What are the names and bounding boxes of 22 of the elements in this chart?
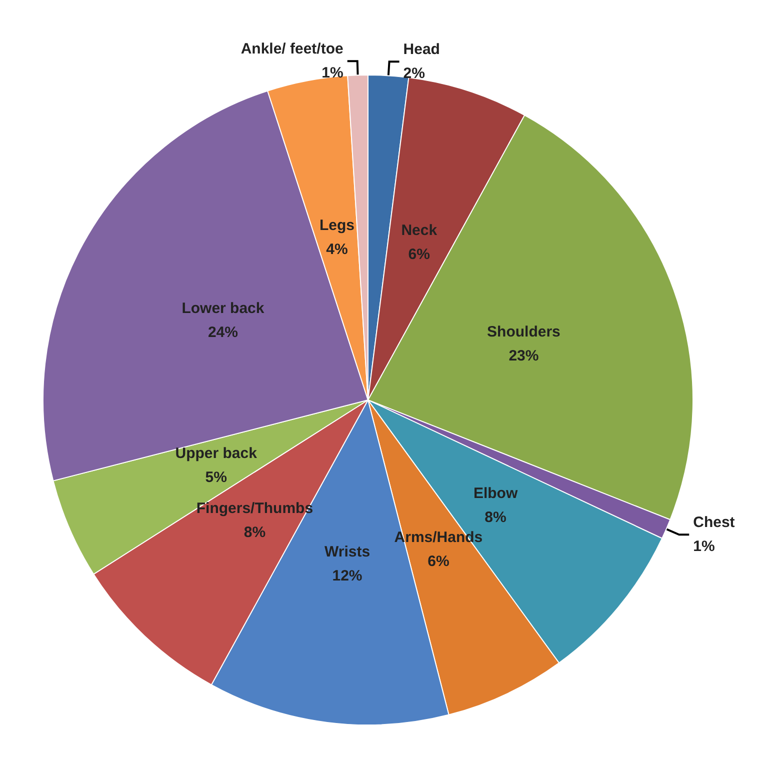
data-label: 1% — [693, 538, 715, 556]
data-label: 4% — [326, 240, 348, 258]
data-label: 1% — [322, 64, 344, 82]
slice-label: Wrists — [324, 544, 370, 561]
data-label: 5% — [205, 469, 227, 486]
data-label: 12% — [332, 568, 362, 585]
slice-label: Ankle/ feet/toe — [240, 40, 344, 58]
slice-label: Legs — [319, 216, 354, 234]
data-label: 23% — [508, 347, 539, 364]
data-label: 6% — [408, 246, 430, 264]
data-label: 8% — [244, 524, 266, 542]
data-label: 8% — [484, 508, 506, 526]
data-label: 24% — [208, 324, 238, 341]
data-label: 6% — [428, 553, 450, 570]
slice-label: Upper back — [175, 445, 258, 462]
slice-label: Elbow — [473, 484, 518, 502]
data-label: 2% — [403, 65, 425, 82]
slice-label: Neck — [401, 222, 438, 240]
slice-label: Lower back — [182, 300, 265, 317]
slice-label: Chest — [693, 514, 735, 532]
slice-label: Head — [403, 41, 440, 58]
slice-label: Shoulders — [487, 323, 560, 340]
